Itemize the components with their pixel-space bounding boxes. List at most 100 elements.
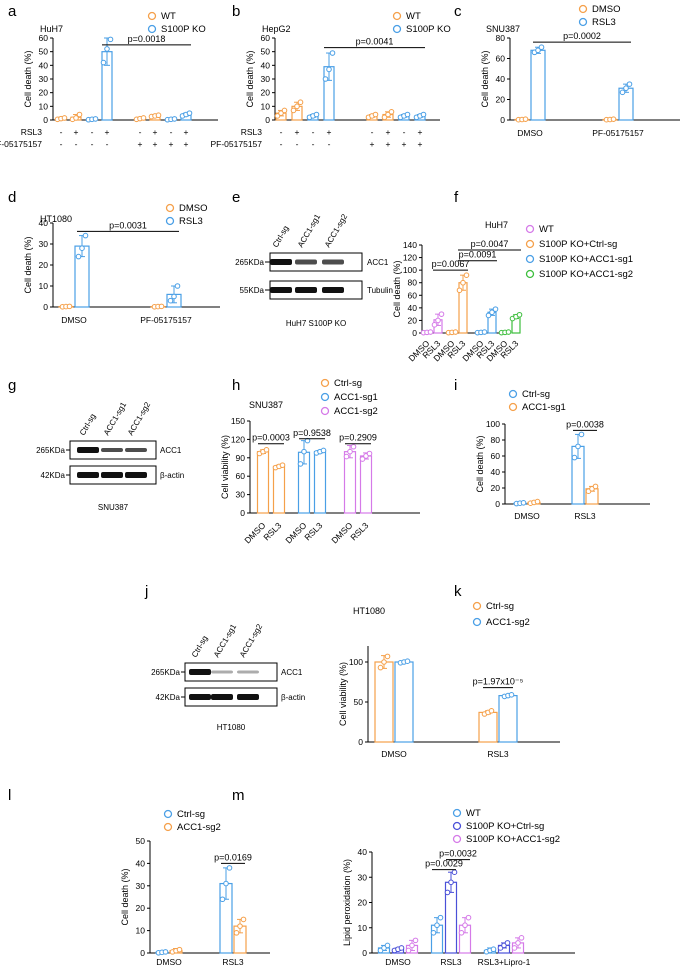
condition-sign: +: [327, 127, 332, 137]
y-tick-label: 20: [491, 483, 501, 493]
legend-label: RSL3: [592, 17, 616, 28]
legend-label: DMSO: [592, 4, 621, 15]
chart-title: HuH7: [40, 24, 63, 34]
bar: [478, 711, 498, 743]
condition-sign: +: [386, 127, 391, 137]
x-group-label: PF-05175157: [592, 128, 644, 138]
y-tick-label: 40: [496, 74, 506, 84]
y-axis-label: Lipid peroxidation (%): [342, 859, 352, 946]
kda-label: 265KDa: [235, 258, 264, 267]
y-tick-label: 40: [408, 303, 418, 313]
data-point: [404, 111, 411, 118]
blot-band: [125, 472, 147, 478]
legend-marker: [163, 822, 173, 832]
data-point: [435, 317, 441, 324]
p-value-label: p=0.0029: [425, 859, 463, 869]
y-tick-label: 60: [491, 451, 501, 461]
x-group-label: PF-05175157: [140, 315, 192, 325]
bar: [530, 49, 546, 121]
data-point: [240, 916, 247, 923]
data-point: [329, 50, 336, 56]
data-point: [167, 297, 174, 304]
p-value-label: p=0.0067: [432, 259, 470, 269]
y-tick-label: 20: [39, 260, 49, 270]
blot-band: [211, 670, 233, 674]
blot-caption: HuH7 S100P KO: [286, 319, 346, 328]
y-tick-label: 0: [358, 737, 363, 747]
data-point: [388, 109, 395, 115]
legend-label: WT: [539, 224, 554, 235]
data-point: [158, 303, 165, 310]
blot-band: [237, 670, 259, 674]
y-axis-label: Cell viability (%): [338, 662, 348, 726]
y-tick-label: 20: [39, 88, 49, 98]
x-group-label: DMSO: [514, 511, 540, 521]
blot-band: [322, 287, 344, 293]
blot-band: [270, 287, 292, 293]
blot-caption: HT1080: [217, 723, 246, 732]
legend-label: S100P KO+ACC1-sg2: [539, 269, 633, 280]
data-point: [535, 47, 541, 54]
legend-marker: [508, 402, 518, 412]
data-point: [82, 232, 89, 239]
chart-title: HT1080: [353, 606, 385, 616]
lane-label: Ctrl-sg: [78, 412, 98, 437]
data-point: [575, 443, 581, 450]
chart-title: HT1080: [40, 214, 72, 224]
p-value-label: p=0.0047: [471, 239, 509, 249]
legend-label: Ctrl-sg: [177, 809, 205, 820]
data-point: [171, 116, 178, 122]
data-point: [571, 454, 578, 461]
lane-label: ACC1-sg1: [296, 212, 323, 249]
legend-label: S100P KO+ACC1-sg1: [539, 254, 633, 265]
blot-band: [77, 447, 99, 453]
data-point: [381, 659, 387, 665]
blot-band: [295, 259, 317, 265]
data-point: [79, 245, 85, 251]
lane-label: ACC1-sg1: [102, 400, 129, 437]
data-point: [359, 456, 366, 462]
y-tick-label: 0: [140, 948, 145, 958]
p-value-label: p=0.0041: [356, 37, 394, 47]
data-point: [451, 869, 458, 876]
protein-label: ACC1: [281, 668, 303, 677]
y-axis-label: Cell death (%): [475, 435, 485, 492]
data-point: [384, 653, 391, 660]
panel-letter-j: j: [144, 583, 148, 600]
data-point: [492, 306, 499, 312]
blot-band: [189, 694, 211, 700]
y-tick-label: 60: [261, 33, 271, 43]
x-group-label: DMSO: [517, 128, 543, 138]
protein-label: Tubulin: [367, 286, 393, 295]
legend-label: RSL3: [179, 216, 203, 227]
data-point: [409, 942, 415, 949]
legend-marker: [392, 24, 402, 34]
blot-band: [295, 287, 317, 293]
data-point: [366, 450, 373, 457]
legend-marker: [320, 378, 330, 388]
blot-band: [211, 694, 233, 700]
y-tick-label: 40: [39, 60, 49, 70]
legend-label: WT: [406, 11, 421, 22]
protein-label: ACC1: [367, 258, 389, 267]
data-point: [430, 930, 437, 936]
legend-label: S100P KO: [406, 24, 451, 35]
panel-letter-h: h: [232, 377, 240, 394]
y-axis-label: Cell death (%): [392, 260, 402, 317]
legend-label: Ctrl-sg: [334, 378, 362, 389]
legend-marker: [320, 392, 330, 402]
data-point: [460, 279, 466, 286]
legend-label: Ctrl-sg: [486, 601, 514, 612]
p-value-label: p=0.0038: [566, 419, 604, 429]
data-point: [155, 112, 162, 119]
legend-label: ACC1-sg2: [334, 406, 378, 417]
y-axis-label: Cell viability (%): [220, 435, 230, 499]
data-point: [490, 946, 497, 953]
x-group-label: DMSO: [381, 749, 407, 759]
legend-marker: [578, 4, 588, 14]
data-point: [297, 99, 304, 106]
x-group-label: RSL3: [440, 957, 462, 967]
data-point: [626, 81, 633, 87]
blot-panel-j: j Ctrl-sg ACC1-sg1 ACC1-sg2 265KDa ACC1 42KDa β…: [144, 583, 305, 732]
legend-label: S100P KO: [161, 24, 206, 35]
